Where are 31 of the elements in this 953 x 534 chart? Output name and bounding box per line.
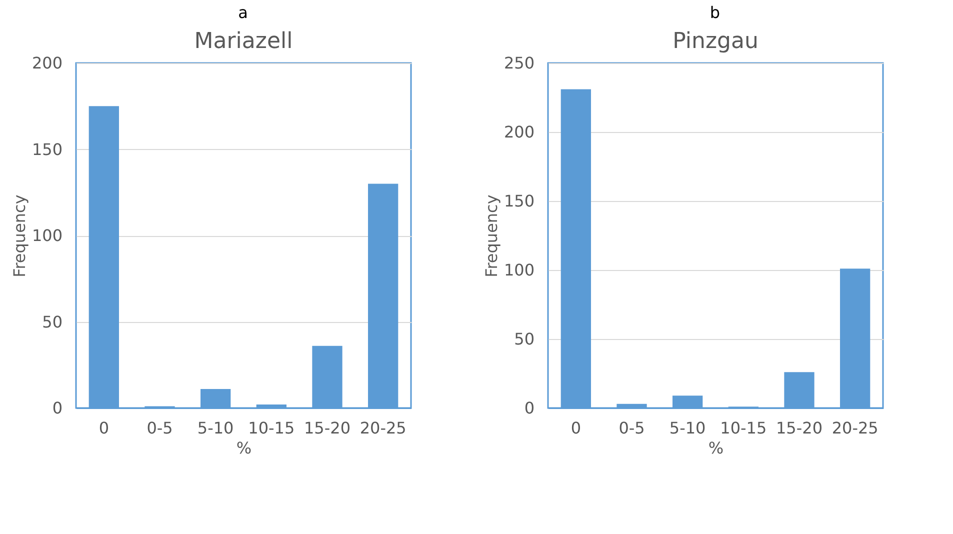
y-axis-title: Frequency bbox=[10, 194, 29, 278]
x-axis-title: % bbox=[708, 438, 724, 458]
y-tick-label: 200 bbox=[32, 54, 62, 72]
y-tick-label: 100 bbox=[504, 260, 534, 280]
x-tick-label: 0-5 bbox=[618, 418, 645, 438]
x-tick-label: 20-25 bbox=[360, 418, 406, 438]
x-axis-title: % bbox=[236, 438, 252, 458]
x-tick-label: 15-20 bbox=[304, 418, 350, 438]
chart-title: Mariazell bbox=[194, 29, 293, 54]
x-tick-label: 10-15 bbox=[248, 418, 295, 438]
text: a bbox=[238, 3, 248, 22]
y-tick-label: 200 bbox=[504, 122, 534, 142]
y-tick-label: 0 bbox=[524, 398, 534, 418]
y-tick-label: 150 bbox=[504, 192, 534, 210]
y-axis-title: Frequency bbox=[482, 194, 501, 278]
x-tick-label: 10-15 bbox=[720, 418, 767, 438]
y-tick-label: 250 bbox=[504, 54, 534, 72]
x-tick-label: 20-25 bbox=[832, 418, 878, 438]
chart-title: Pinzgau bbox=[672, 29, 758, 54]
y-tick-label: 0 bbox=[52, 398, 62, 418]
x-tick-label: 0 bbox=[98, 418, 110, 438]
y-tick-label: 150 bbox=[32, 140, 62, 159]
text: b bbox=[710, 3, 720, 22]
x-tick-label: 15-20 bbox=[776, 418, 822, 438]
x-tick-label: 5-10 bbox=[669, 418, 706, 438]
x-tick-label: 0 bbox=[570, 418, 582, 438]
y-tick-label: 100 bbox=[32, 226, 62, 245]
y-tick-label: 50 bbox=[514, 330, 534, 348]
y-tick-label: 50 bbox=[42, 312, 62, 332]
x-tick-label: 0-5 bbox=[146, 418, 173, 438]
x-tick-label: 5-10 bbox=[197, 418, 234, 438]
